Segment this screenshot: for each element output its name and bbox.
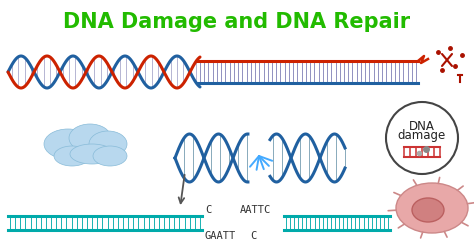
- Text: damage: damage: [398, 129, 446, 143]
- Text: DNA Damage and DNA Repair: DNA Damage and DNA Repair: [64, 12, 410, 32]
- Ellipse shape: [44, 129, 92, 159]
- Ellipse shape: [70, 144, 114, 164]
- Text: GAATT: GAATT: [205, 231, 236, 241]
- Text: DNA: DNA: [409, 120, 435, 132]
- Ellipse shape: [69, 124, 111, 152]
- Ellipse shape: [412, 198, 444, 222]
- Ellipse shape: [93, 146, 127, 166]
- Text: AATTC: AATTC: [240, 205, 271, 215]
- Ellipse shape: [396, 183, 468, 233]
- Ellipse shape: [89, 131, 127, 157]
- Text: C: C: [250, 231, 256, 241]
- Text: C: C: [205, 205, 211, 215]
- Circle shape: [386, 102, 458, 174]
- Ellipse shape: [54, 146, 90, 166]
